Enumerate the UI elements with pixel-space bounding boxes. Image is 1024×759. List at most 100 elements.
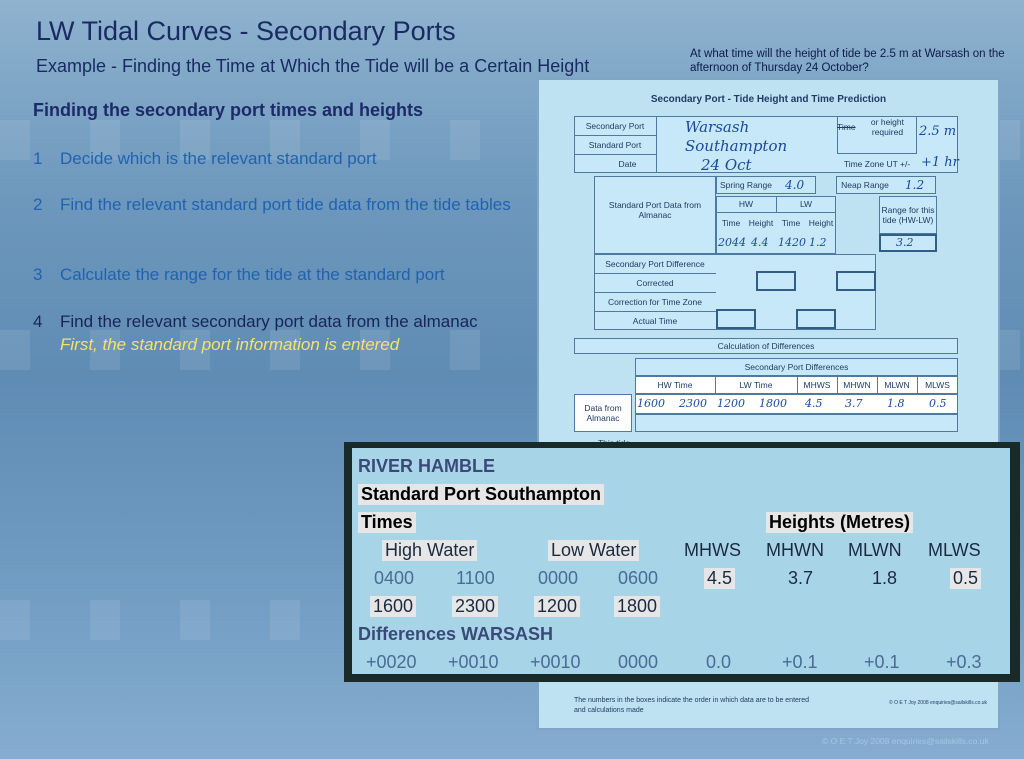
lw-time-label: Time <box>781 218 801 228</box>
neap-range-value[interactable]: 1.2 <box>905 178 925 192</box>
timezone-label: Time Zone UT +/- <box>843 158 911 169</box>
almanac-r2-hw1: 1600 <box>370 596 417 617</box>
corrected-lw-box[interactable] <box>836 271 876 291</box>
diff-header-lw-time: LW Time <box>715 376 798 394</box>
almanac-river: RIVER HAMBLE <box>358 456 496 476</box>
standard-port-label: Standard Port <box>574 135 657 155</box>
diff-value-6[interactable]: 3.7 <box>845 397 863 410</box>
sec-port-diffs-label: Secondary Port Differences <box>744 362 849 372</box>
almanac-r2-hw2: 2300 <box>452 596 499 617</box>
std-port-data-label: Standard Port Data from Almanac <box>608 200 702 220</box>
almanac-panel: RIVER HAMBLE Standard Port Southampton T… <box>344 442 1020 682</box>
diff-header-mhwn: MHWN <box>837 376 878 394</box>
timezone-value[interactable]: +1 hr <box>921 155 959 170</box>
form-footer-copy: © O E T Joy 2008 enquiries@sailskills.co… <box>889 700 988 706</box>
sec-port-diff-label: Secondary Port Difference <box>594 254 716 274</box>
std-port-data-cell <box>594 176 716 254</box>
standard-port-value[interactable]: Southampton <box>685 137 788 155</box>
step-text: Decide which is the relevant standard po… <box>60 149 377 168</box>
form-footer-note: The numbers in the boxes indicate the or… <box>574 697 810 714</box>
lw-height-value[interactable]: 1.2 <box>809 236 827 249</box>
hw-height-label: Height <box>748 218 774 228</box>
date-label: Date <box>599 154 657 173</box>
data-from-almanac-cell <box>574 394 632 432</box>
correction-tz-label: Correction for Time Zone <box>594 292 716 312</box>
calc-diff-label: Calculation of Differences <box>717 341 815 351</box>
almanac-r2-lw1: 1200 <box>534 596 581 617</box>
height-required-value[interactable]: 2.5 m <box>919 124 957 139</box>
range-tide-cell <box>879 196 937 234</box>
corrected-label: Corrected <box>594 273 716 293</box>
almanac-r1-mlwn: 1.8 <box>872 568 898 588</box>
step-number: 4 <box>33 312 43 331</box>
sec-port-diffs-cell <box>635 358 958 376</box>
height-required-label: Time or height required <box>837 117 917 137</box>
almanac-content: RIVER HAMBLE Standard Port Southampton T… <box>352 448 1010 674</box>
range-value[interactable]: 3.2 <box>896 236 914 249</box>
almanac-standard-port: Standard Port Southampton <box>358 484 604 505</box>
almanac-diff-lw2: 0000 <box>618 652 659 672</box>
step-text: Find the relevant secondary port data fr… <box>60 310 530 356</box>
hw-label: HW <box>716 196 777 213</box>
diff-value-4[interactable]: 1800 <box>759 397 787 410</box>
diff-header-mlwn: MLWN <box>877 376 918 394</box>
almanac-r1-mhws: 4.5 <box>704 568 736 589</box>
almanac-r2-lw2: 1800 <box>614 596 661 617</box>
range-value-cell <box>879 234 937 252</box>
lw-label: LW <box>776 196 836 213</box>
almanac-heights-label: Heights (Metres) <box>766 512 914 533</box>
almanac-r1-hw1: 0400 <box>374 568 415 588</box>
spring-range-value[interactable]: 4.0 <box>785 178 805 192</box>
almanac-r1-mlws: 0.5 <box>950 568 982 589</box>
step-number: 3 <box>33 265 43 284</box>
almanac-diff-hw1: +0020 <box>366 652 417 672</box>
actual-hw-box[interactable] <box>716 309 756 329</box>
actual-lw-box[interactable] <box>796 309 836 329</box>
form-title: Secondary Port - Tide Height and Time Pr… <box>650 94 887 105</box>
calc-diff-cell <box>574 338 958 354</box>
neap-range-label: Neap Range <box>841 180 889 190</box>
data-from-almanac-label: Data from Almanac <box>584 403 622 423</box>
diff-value-3[interactable]: 1200 <box>717 397 745 410</box>
almanac-high-water: High Water <box>382 540 478 561</box>
diff-value-8[interactable]: 0.5 <box>929 397 947 410</box>
range-tide-label: Range for this tide (HW-LW) <box>881 205 935 225</box>
section-heading: Finding the secondary port times and hei… <box>33 100 424 120</box>
diff-value-2[interactable]: 2300 <box>679 397 707 410</box>
hw-height-value[interactable]: 4.4 <box>751 236 769 249</box>
almanac-diff-mlwn: +0.1 <box>864 652 900 672</box>
almanac-r1-mhwn: 3.7 <box>788 568 814 588</box>
almanac-times-label: Times <box>358 512 416 533</box>
step-number: 1 <box>33 149 43 168</box>
almanac-diff-lw1: +0010 <box>530 652 581 672</box>
almanac-mhws: MHWS <box>684 540 741 560</box>
actual-time-label: Actual Time <box>632 315 678 326</box>
almanac-mlws: MLWS <box>928 540 981 560</box>
diff-value-7[interactable]: 1.8 <box>887 397 905 410</box>
diff-header-hw-time: HW Time <box>635 376 716 394</box>
slide-title: LW Tidal Curves - Secondary Ports <box>36 16 456 46</box>
step-text: Calculate the range for the tide at the … <box>60 265 445 284</box>
step-number: 2 <box>33 195 43 214</box>
lw-time-value[interactable]: 1420 <box>778 236 806 249</box>
diff-blank-row <box>635 414 958 432</box>
diff-value-5[interactable]: 4.5 <box>805 397 823 410</box>
spring-range-cell <box>716 176 816 194</box>
almanac-r1-lw1: 0000 <box>538 568 579 588</box>
spring-range-label: Spring Range <box>720 180 772 190</box>
hw-time-value[interactable]: 2044 <box>718 236 746 249</box>
almanac-mlwn: MLWN <box>848 540 902 560</box>
step-text: Find the relevant standard port tide dat… <box>60 195 511 214</box>
almanac-diff-mhws: 0.0 <box>706 652 732 672</box>
almanac-mhwn: MHWN <box>766 540 824 560</box>
copyright-text: © O E T Joy 2008 enquiries@sailskills.co… <box>822 736 989 746</box>
date-value[interactable]: 24 Oct <box>701 156 752 174</box>
almanac-differences-label: Differences WARSASH <box>358 624 554 644</box>
step-text-main: Find the relevant secondary port data fr… <box>60 312 478 331</box>
neap-range-cell <box>836 176 936 194</box>
secondary-port-value[interactable]: Warsash <box>685 118 750 136</box>
diff-header-mlws: MLWS <box>925 380 950 390</box>
corrected-hw-box[interactable] <box>756 271 796 291</box>
diff-value-1[interactable]: 1600 <box>637 397 665 410</box>
diff-values-row <box>635 394 958 414</box>
